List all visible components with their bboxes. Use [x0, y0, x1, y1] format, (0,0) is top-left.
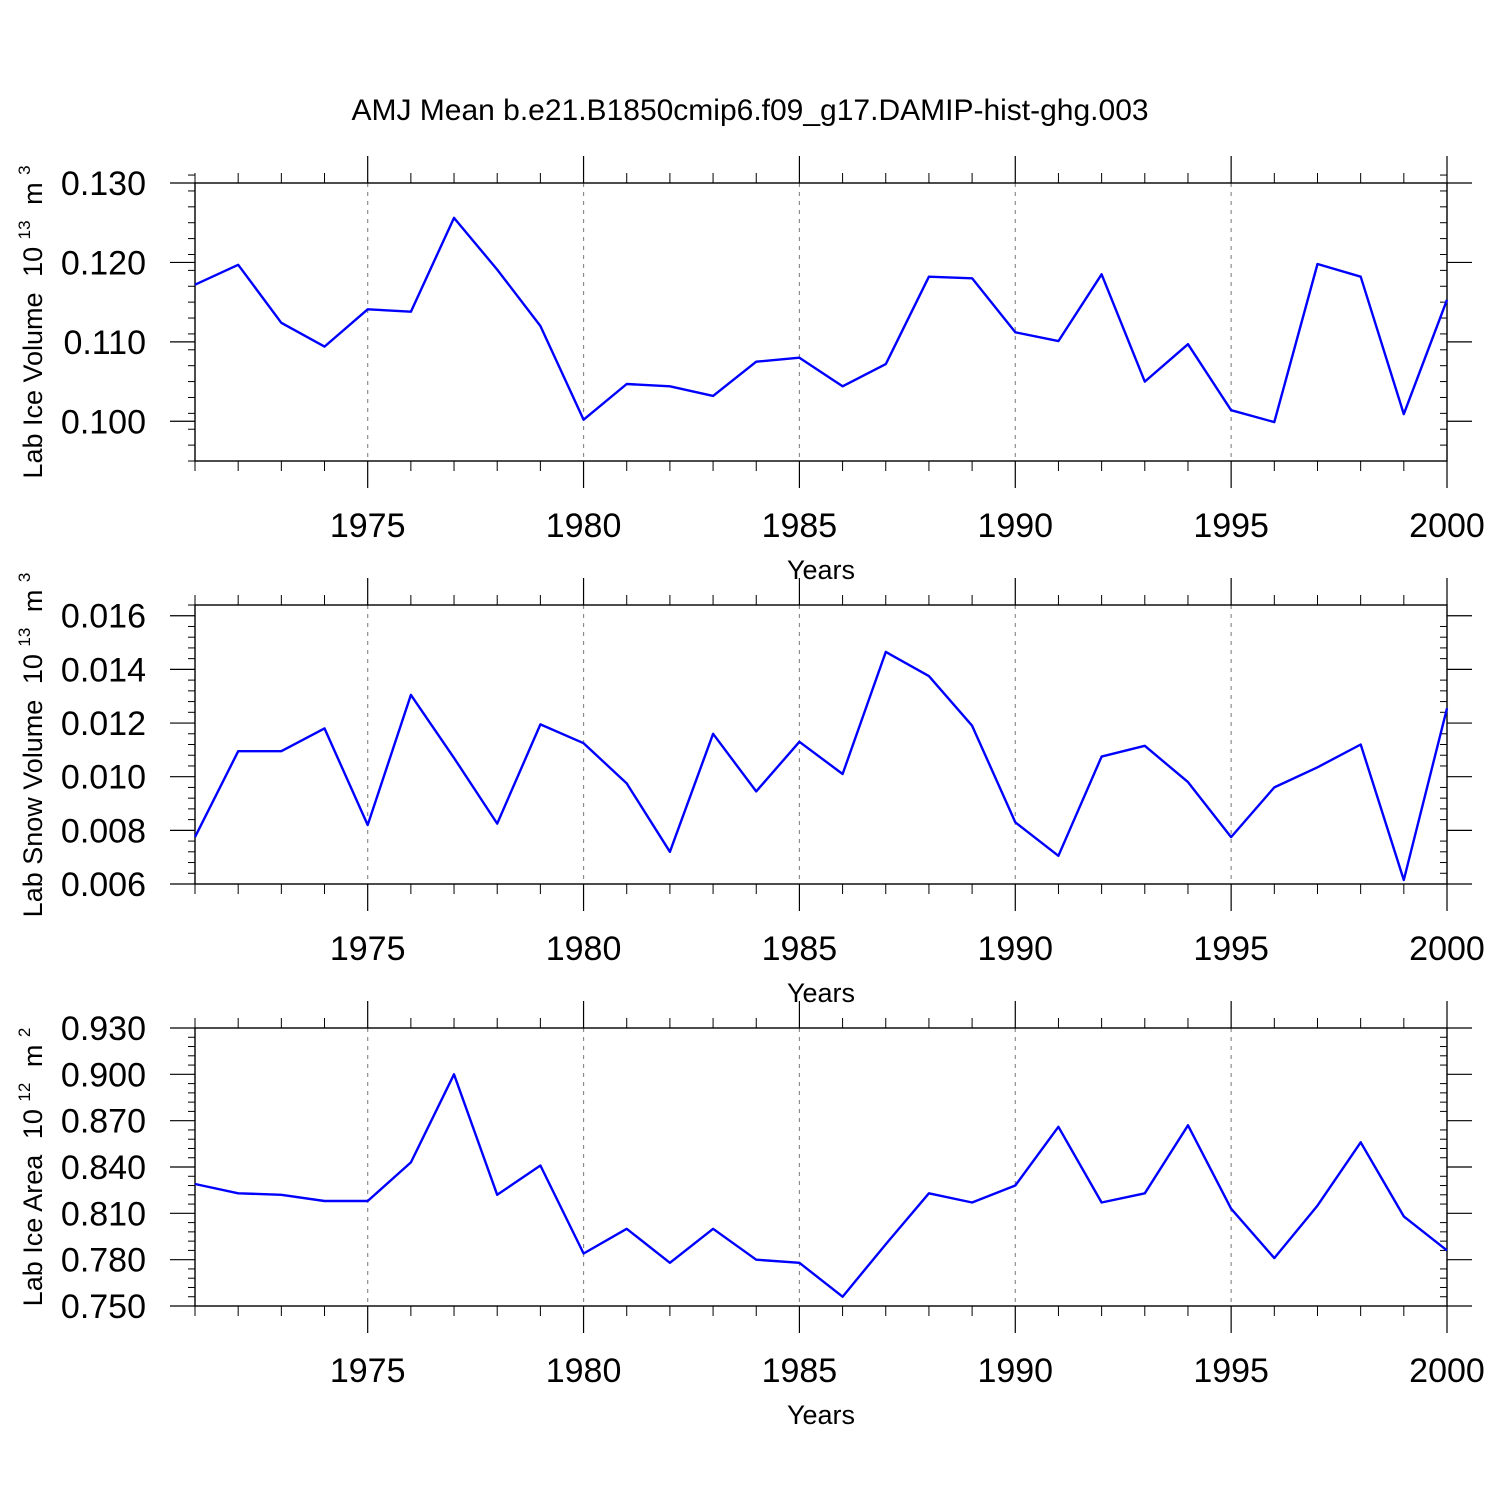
- y-tick-label: 0.012: [61, 705, 146, 743]
- y-axis-unit-m: m: [18, 590, 48, 613]
- y-tick-label: 0.130: [61, 165, 146, 203]
- x-tick-label: 1995: [1193, 930, 1269, 968]
- x-tick-label: 1985: [762, 507, 838, 545]
- y-tick-label: 0.930: [61, 1010, 146, 1048]
- plot-frame: [194, 1027, 1448, 1307]
- y-axis-title-text: Lab Ice Volume: [18, 292, 48, 478]
- panel-lab-ice-volume: Lab Ice Volume 10 13 m 3 Years 0.100 0.11…: [6, 156, 1485, 585]
- y-axis-title-lab-ice-volume: Lab Ice Volume 10 13 m 3: [6, 165, 48, 478]
- x-tick-label: 2000: [1409, 507, 1485, 545]
- series-line: [194, 216, 1449, 424]
- x-axis-title: Years: [787, 555, 855, 585]
- x-tick-label: 1975: [330, 1352, 406, 1390]
- y-tick-label: 0.008: [61, 812, 146, 850]
- y-tick-label: 0.120: [61, 244, 146, 282]
- x-tick-label: 1990: [977, 930, 1053, 968]
- series-line: [193, 650, 1449, 882]
- x-tick-label: 1990: [977, 1352, 1053, 1390]
- x-tick-label: 1980: [546, 507, 622, 545]
- y-tick-label: 0.110: [63, 324, 146, 362]
- y-axis-unit-m: m: [18, 182, 48, 205]
- x-axis-title: Years: [787, 1400, 855, 1430]
- x-tick-label: 1985: [762, 930, 838, 968]
- panel-lab-snow-volume: Lab Snow Volume 10 13 m 3 Years 0.006 0.0…: [6, 573, 1485, 1008]
- chart-title: AMJ Mean b.e21.B1850cmip6.f09_g17.DAMIP-…: [351, 94, 1148, 127]
- y-axis-unit-exp2: 3: [15, 573, 34, 582]
- series-line: [194, 1073, 1448, 1298]
- x-axis-title: Years: [787, 978, 855, 1008]
- y-axis-unit-exp: 13: [15, 628, 34, 647]
- x-tick-label: 2000: [1409, 1352, 1485, 1390]
- y-axis-unit-exp: 12: [15, 1083, 34, 1102]
- y-axis-unit-base: 10: [18, 247, 48, 277]
- y-tick-label: 0.006: [61, 866, 146, 904]
- x-tick-label: 1975: [330, 507, 406, 545]
- y-tick-label: 0.870: [61, 1103, 146, 1141]
- y-tick-label: 0.840: [61, 1149, 146, 1187]
- y-tick-label: 0.100: [61, 403, 146, 441]
- y-tick-label: 0.810: [61, 1195, 146, 1233]
- plot-frame: [194, 604, 1448, 885]
- y-tick-label: 0.750: [61, 1288, 146, 1326]
- y-axis-unit-m: m: [18, 1045, 48, 1068]
- panel-lab-ice-area: Lab Ice Area 10 12 m 2 Years 0.750 0.780 0…: [6, 1001, 1485, 1430]
- plot-frame: [194, 182, 1448, 462]
- y-tick-label: 0.010: [61, 759, 146, 797]
- y-axis-title-text: Lab Snow Volume: [18, 700, 48, 918]
- y-tick-label: 0.780: [61, 1242, 146, 1280]
- y-axis-title-lab-ice-area: Lab Ice Area 10 12 m 2: [6, 1028, 48, 1307]
- x-tick-label: 1985: [762, 1352, 838, 1390]
- y-tick-label: 0.900: [61, 1056, 146, 1094]
- y-axis-unit-exp2: 2: [15, 1028, 34, 1037]
- y-axis-unit-exp: 13: [15, 220, 34, 239]
- x-tick-label: 2000: [1409, 930, 1485, 968]
- x-tick-label: 1980: [546, 930, 622, 968]
- y-tick-label: 0.016: [61, 598, 146, 636]
- x-tick-label: 1995: [1193, 507, 1269, 545]
- x-tick-label: 1975: [330, 930, 406, 968]
- x-tick-label: 1995: [1193, 1352, 1269, 1390]
- y-axis-unit-base: 10: [18, 1109, 48, 1139]
- y-axis-unit-exp2: 3: [15, 165, 34, 174]
- x-tick-label: 1990: [977, 507, 1053, 545]
- y-tick-label: 0.014: [61, 651, 146, 689]
- y-axis-title-lab-snow-volume: Lab Snow Volume 10 13 m 3: [6, 573, 48, 918]
- y-axis-unit-base: 10: [18, 654, 48, 684]
- x-tick-label: 1980: [546, 1352, 622, 1390]
- y-axis-title-text: Lab Ice Area: [18, 1154, 48, 1307]
